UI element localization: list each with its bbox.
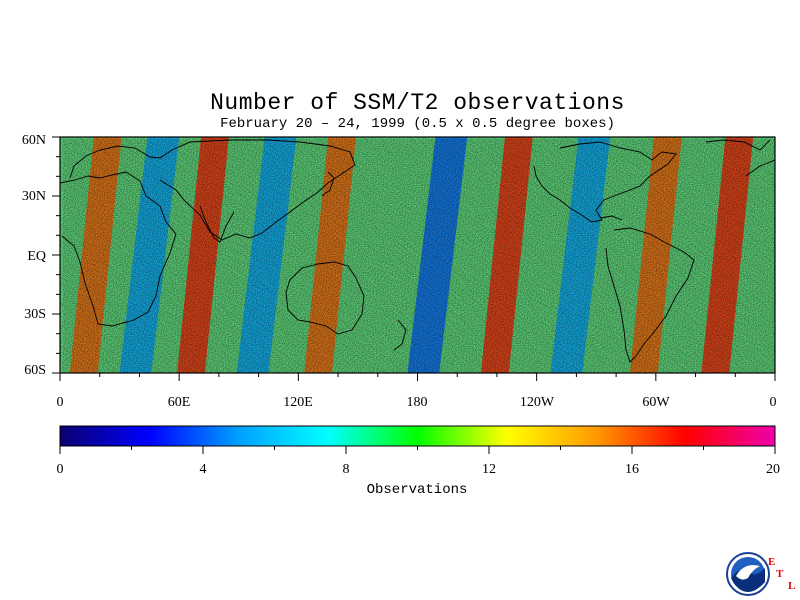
colorbar-label-12: 12 [482,462,496,477]
lon-label-0: 0 [56,395,64,410]
lon-label-120e: 120E [283,395,313,410]
lon-label-180: 180 [406,395,428,410]
lat-label-30s: 30S [24,307,46,322]
map-title: Number of SSM/T2 observations [210,90,625,116]
coastline-greenland [705,139,771,151]
lat-label-60n: 60N [21,133,46,148]
coastline-caribbean [599,215,623,221]
lon-label-120w: 120W [519,395,555,410]
colorbar-label-16: 16 [625,462,639,477]
coastline-new-zealand [393,319,407,351]
map-subtitle: February 20 – 24, 1999 (0.5 x 0.5 degree… [220,116,615,132]
noise-speckle-cool [63,139,775,373]
lat-label-60s: 60S [24,363,46,378]
colorbar-label-4: 4 [199,462,207,477]
logo-letter-t: T [776,568,784,580]
colorbar-label-0: 0 [56,462,64,477]
colorbar-ticks [59,446,776,454]
coastline-south-america [605,227,695,363]
colorbar-label-8: 8 [342,462,350,477]
colorbar-title: Observations [366,482,468,498]
coastline-india [199,205,235,243]
lon-label-0-east: 0 [769,395,777,410]
axis-ticks [52,136,776,381]
coastline-asia [159,139,356,241]
colorbar-label-20: 20 [766,462,780,477]
lon-label-60w: 60W [642,395,670,410]
coastline-japan [321,171,335,197]
coastline-australia [285,261,365,335]
colorbar-ramp [59,425,776,447]
lon-label-60e: 60E [167,395,191,410]
lat-label-eq: EQ [27,249,46,264]
coastline-africa [60,171,177,327]
coastline-western-europe [745,159,775,177]
data-field [60,137,775,373]
coastlines [60,139,775,363]
logo-letter-e: E [768,556,776,568]
lat-label-30n: 30N [21,189,46,204]
coastline-north-america [533,141,677,223]
colorbar [59,425,776,454]
logo-letter-l: L [788,580,796,592]
coastline-europe [69,145,173,179]
noaa-logo [726,552,770,596]
